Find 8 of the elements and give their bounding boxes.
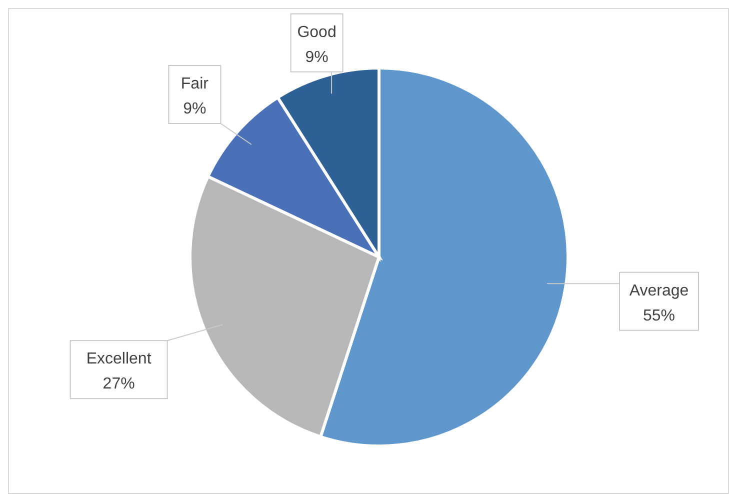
slice-label: Fair [180, 76, 210, 93]
data-label: 9% [183, 100, 206, 118]
slice-label: Good [297, 24, 336, 41]
slice-label: Average [629, 282, 689, 300]
slice-label: Excellent [86, 350, 152, 368]
data-label: 55% [642, 307, 676, 324]
data-label: 27% [102, 376, 135, 393]
data-label: 9% [305, 48, 328, 66]
